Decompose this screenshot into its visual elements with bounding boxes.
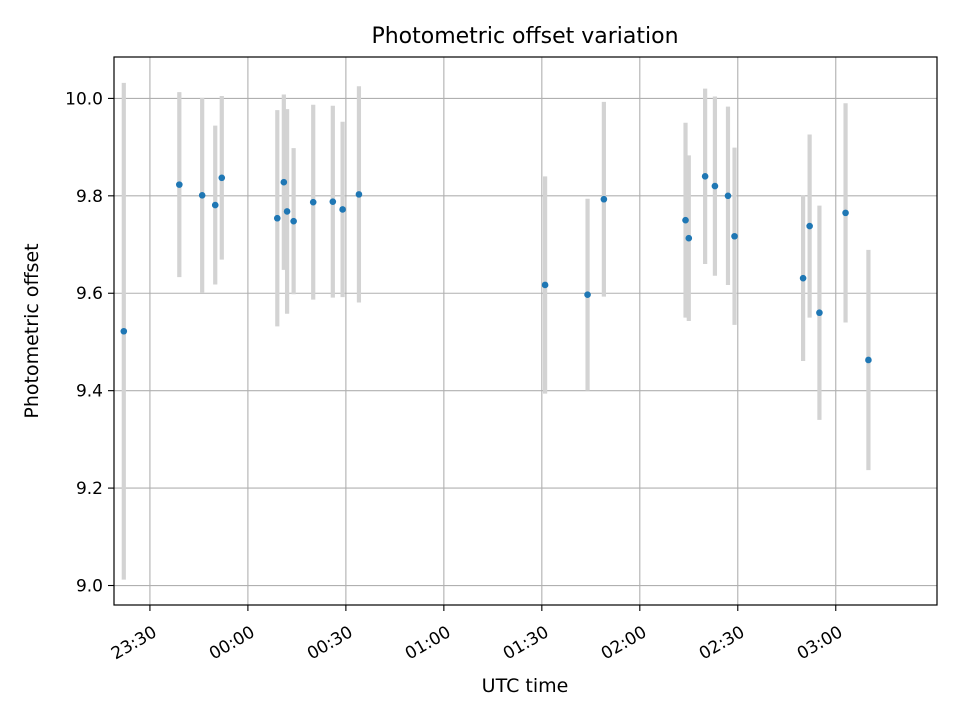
data-point — [283, 208, 291, 215]
data-point — [309, 198, 317, 206]
grid — [114, 57, 937, 605]
data-point — [842, 209, 849, 217]
data-point — [724, 192, 732, 200]
data-point — [329, 198, 337, 205]
data-point — [701, 173, 709, 180]
data-point — [198, 192, 206, 199]
y-tick-label: 9.8 — [76, 187, 103, 207]
y-tick-label: 9.0 — [76, 577, 103, 597]
y-axis-ticks: 9.0 9.2 9.4 9.6 9.8 10.0 — [65, 89, 114, 597]
data-point — [731, 232, 738, 240]
data-point — [682, 216, 689, 224]
data-point — [600, 195, 608, 203]
y-tick-label: 10.0 — [65, 89, 103, 109]
data-point — [355, 191, 363, 198]
chart-title: Photometric offset variation — [371, 24, 678, 49]
data-point — [273, 214, 281, 222]
data-points — [120, 173, 872, 364]
plot-frame — [113, 56, 938, 606]
data-point — [806, 222, 813, 230]
data-point — [685, 234, 693, 242]
data-point — [865, 356, 872, 364]
data-point — [584, 291, 591, 299]
data-point — [120, 327, 128, 335]
data-point — [339, 206, 346, 213]
data-point — [290, 217, 297, 225]
y-tick-label: 9.4 — [76, 382, 103, 402]
data-point — [280, 178, 288, 186]
y-tick-label: 9.2 — [76, 479, 103, 499]
y-axis-label: Photometric offset — [21, 243, 43, 418]
x-axis-label: UTC time — [482, 675, 569, 697]
data-point — [211, 201, 219, 209]
data-point — [176, 181, 183, 188]
data-point — [711, 182, 719, 190]
data-point — [541, 281, 549, 289]
data-point — [816, 309, 823, 317]
data-point — [218, 174, 226, 182]
y-tick-label: 9.6 — [76, 284, 103, 304]
data-point — [799, 274, 807, 282]
